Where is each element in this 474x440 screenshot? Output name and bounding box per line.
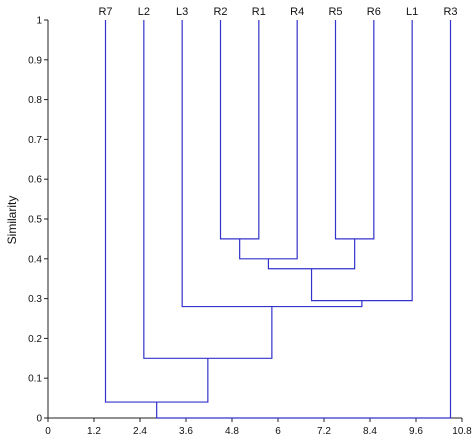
x-tick-label: 2.4 bbox=[133, 426, 147, 437]
leaf-label-r5: R5 bbox=[328, 6, 342, 18]
y-tick-label: 0.9 bbox=[28, 55, 42, 66]
dendrogram-link bbox=[156, 20, 452, 419]
dendrogram-link bbox=[143, 20, 273, 359]
y-tick-label: 0.2 bbox=[28, 334, 42, 345]
y-tick-label: 0.7 bbox=[28, 135, 42, 146]
x-tick-label: 3.6 bbox=[179, 426, 193, 437]
leaf-label-l1: L1 bbox=[406, 6, 418, 18]
y-tick-label: 0.4 bbox=[28, 254, 42, 265]
leaf-label-r2: R2 bbox=[213, 6, 227, 18]
y-tick-label: 0.6 bbox=[28, 175, 42, 186]
x-tick-label: 8.4 bbox=[363, 426, 377, 437]
dendrogram-link bbox=[334, 20, 375, 240]
y-axis-title: Similarity bbox=[5, 196, 19, 245]
leaf-label-r3: R3 bbox=[443, 6, 457, 18]
dendrogram-link bbox=[267, 238, 356, 270]
y-tick-label: 0 bbox=[36, 414, 42, 425]
x-tick-label: 6 bbox=[275, 426, 281, 437]
x-tick-label: 4.8 bbox=[225, 426, 239, 437]
dendrogram-link bbox=[219, 20, 260, 240]
x-tick-label: 7.2 bbox=[317, 426, 331, 437]
x-tick-label: 0 bbox=[45, 426, 51, 437]
y-tick-label: 0.8 bbox=[28, 95, 42, 106]
leaf-labels: R7 L2 L3 R2 R1 R4 R5 R6 L1 R3 bbox=[98, 6, 457, 18]
x-tick-label: 9.6 bbox=[409, 426, 423, 437]
leaf-label-r6: R6 bbox=[367, 6, 381, 18]
y-tick-label: 0.5 bbox=[28, 215, 42, 226]
leaf-label-r4: R4 bbox=[290, 6, 304, 18]
y-tick-label: 0.3 bbox=[28, 294, 42, 305]
dendrogram-link bbox=[239, 20, 298, 260]
x-tick-label: 10.8 bbox=[452, 426, 472, 437]
leaf-label-l2: L2 bbox=[138, 6, 150, 18]
leaf-label-l3: L3 bbox=[176, 6, 188, 18]
x-tick-label: 1.2 bbox=[87, 426, 101, 437]
dendrogram-link bbox=[104, 20, 209, 403]
leaf-label-r7: R7 bbox=[98, 6, 112, 18]
y-tick-label: 1 bbox=[36, 16, 42, 27]
axes: 0 0.1 0.2 0.3 0.4 0.5 0.6 0.7 0.8 0.9 1 0 1.2 2.4 3.6 4… bbox=[28, 16, 472, 438]
dendrogram-link bbox=[310, 20, 413, 302]
dendrogram-links bbox=[104, 20, 452, 419]
leaf-label-r1: R1 bbox=[252, 6, 266, 18]
y-tick-label: 0.1 bbox=[28, 374, 42, 385]
